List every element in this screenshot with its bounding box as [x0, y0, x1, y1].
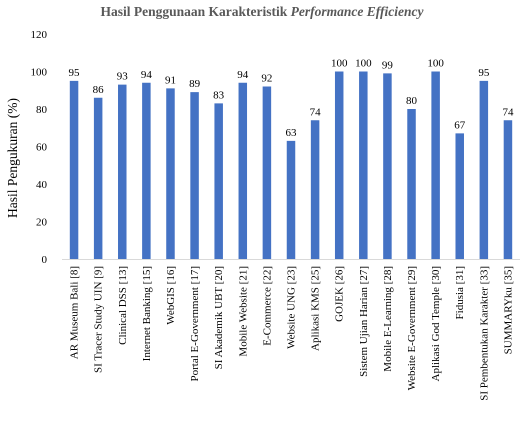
data-label: 95 — [69, 67, 81, 79]
x-tick-label: SUMMARYku [35] — [502, 266, 514, 354]
bar — [383, 73, 392, 259]
chart-axes: 0 20 40 60 80 100 120 AR Museum Bali [8] SI Trac… — [31, 29, 520, 401]
bar — [166, 88, 175, 259]
y-tick-label: 120 — [31, 29, 48, 41]
data-label: 100 — [331, 58, 348, 70]
chart-title-main: Hasil Penggunaan Karakteristik — [100, 4, 288, 19]
y-tick-label: 40 — [36, 179, 48, 191]
bar-series: 95 86 93 94 91 89 83 94 92 63 74 100 100 99 80 100 67 95 7… — [69, 58, 514, 259]
y-tick-label: 60 — [36, 142, 48, 154]
bar — [93, 97, 103, 259]
x-tick-label: GOJEK [26] — [334, 266, 346, 322]
bar — [286, 140, 296, 259]
bar — [142, 82, 151, 259]
x-tick-label: AR Museum Bali [8] — [69, 266, 81, 359]
x-tick-label: Sistem Ujian Harian [27] — [358, 266, 370, 377]
x-tick-label: Aplikasi KMS [25] — [310, 266, 322, 351]
data-label: 100 — [355, 58, 372, 70]
y-tick-label: 20 — [36, 217, 48, 229]
data-label: 80 — [406, 95, 418, 107]
x-tick-label: Clinical DSS [13] — [117, 266, 129, 345]
data-label: 89 — [189, 78, 201, 90]
x-tick-label: Website E-Government [29] — [406, 266, 418, 390]
y-tick-label: 80 — [36, 104, 48, 116]
bar — [407, 109, 416, 259]
data-label: 93 — [117, 71, 129, 83]
x-tick-label: SI Tracer Study UIN [9] — [93, 266, 105, 373]
data-label: 95 — [478, 67, 490, 79]
x-tick-label: Mobile Website [21] — [237, 266, 249, 357]
bar — [479, 80, 489, 259]
chart-title: Hasil Penggunaan Karakteristik Performan… — [0, 4, 524, 20]
bar — [190, 92, 199, 259]
bar — [310, 120, 320, 259]
bar — [238, 82, 248, 259]
data-label: 100 — [427, 58, 444, 70]
bar — [359, 71, 368, 259]
bar — [69, 80, 79, 259]
bar — [334, 71, 344, 259]
data-label: 86 — [93, 84, 105, 96]
data-label: 91 — [165, 74, 176, 86]
x-tick-label: E-Commerce [22] — [261, 266, 273, 346]
bar — [503, 120, 513, 259]
x-tick-label: Internet Banking [15] — [141, 266, 153, 361]
chart-title-italic: Performance Efficiency — [290, 4, 424, 19]
x-tick-label: Portal E-Government [17] — [189, 266, 201, 381]
data-label: 94 — [141, 69, 153, 81]
bar — [214, 103, 223, 259]
bar — [431, 71, 440, 259]
y-axis-title-group: Hasil Pengukuran (%) — [5, 98, 20, 218]
data-label: 94 — [237, 69, 249, 81]
x-tick-label: Website UNG [23] — [286, 266, 298, 349]
y-axis-title: Hasil Pengukuran (%) — [5, 98, 20, 218]
bar — [455, 133, 464, 259]
x-tick-label: SI Akademik UBT [20] — [213, 266, 225, 369]
bar — [262, 86, 272, 259]
bar — [118, 84, 127, 259]
data-label: 63 — [286, 127, 298, 139]
data-label: 99 — [382, 59, 394, 71]
data-label: 92 — [261, 73, 272, 85]
x-tick-label: Mobile E-Learning [28] — [382, 266, 394, 372]
y-tick-label: 100 — [31, 67, 48, 79]
data-label: 83 — [213, 89, 225, 101]
data-label: 74 — [502, 106, 514, 118]
x-tick-label: SI Pembentukan Karakter [33] — [478, 266, 490, 401]
x-tick-label: WebGIS [16] — [165, 266, 177, 325]
x-tick-label: Fidusia [31] — [454, 266, 466, 319]
x-tick-label: Aplikasi God Temple [30] — [430, 266, 442, 381]
data-label: 74 — [310, 106, 322, 118]
data-label: 67 — [454, 119, 466, 131]
y-tick-label: 0 — [42, 254, 48, 266]
